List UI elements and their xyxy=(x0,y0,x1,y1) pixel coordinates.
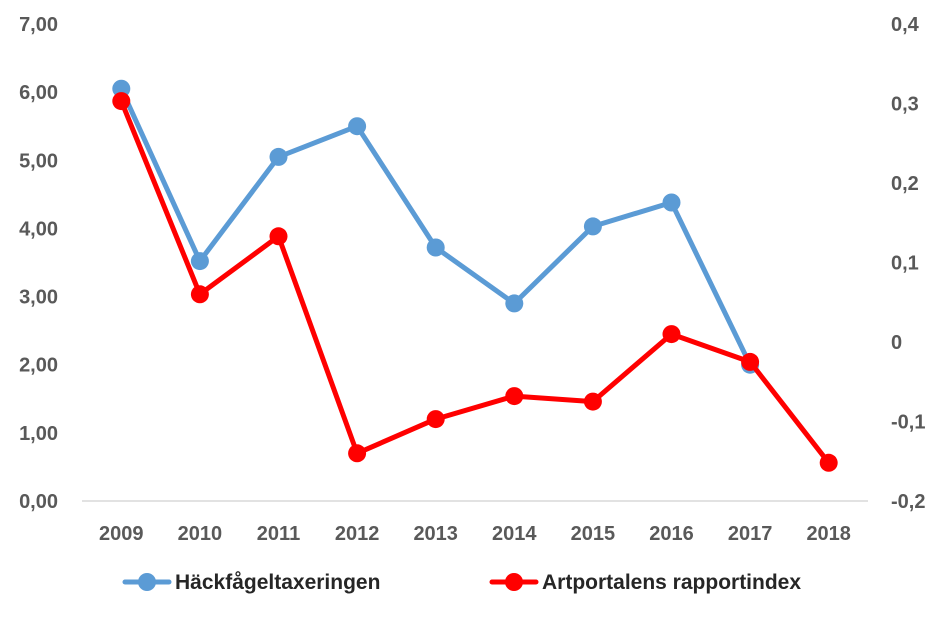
x-tick-label: 2017 xyxy=(728,523,773,545)
series-line-2 xyxy=(118,98,832,466)
series-2-point xyxy=(583,392,602,411)
series-2-point xyxy=(741,352,760,371)
left-tick-label: 7,00 xyxy=(19,14,58,36)
series-line-1 xyxy=(118,86,753,368)
series-2-point xyxy=(505,387,524,406)
right-tick-label: 0,2 xyxy=(891,173,919,195)
legend-label-1: Häckfågeltaxeringen xyxy=(175,571,380,594)
series-2-point xyxy=(190,285,209,304)
series-1-point xyxy=(426,238,445,257)
left-tick-label: 6,00 xyxy=(19,82,58,104)
x-axis-ticks: 2009 2010 2011 2012 2013 2014 2015 2016 2017 2018 xyxy=(99,523,851,545)
x-tick-label: 2012 xyxy=(335,523,380,545)
series-1-point xyxy=(505,294,524,313)
right-axis-ticks: -0,2 -0,1 0 0,1 0,2 0,3 0,4 xyxy=(891,14,925,513)
series-2-point xyxy=(269,227,288,246)
left-tick-label: 5,00 xyxy=(19,150,58,172)
right-tick-label: 0,1 xyxy=(891,253,919,275)
x-tick-label: 2015 xyxy=(571,523,616,545)
x-tick-label: 2018 xyxy=(806,523,851,545)
right-tick-label: 0,4 xyxy=(891,14,920,36)
x-tick-label: 2010 xyxy=(178,523,223,545)
series-layer xyxy=(112,79,838,472)
series-2-point xyxy=(426,410,445,429)
x-tick-label: 2016 xyxy=(649,523,694,545)
left-tick-label: 1,00 xyxy=(19,423,58,445)
series-2-point xyxy=(112,92,131,111)
x-tick-label: 2013 xyxy=(413,523,458,545)
left-tick-label: 0,00 xyxy=(19,491,58,513)
series-1-point xyxy=(269,147,288,166)
series-1-point xyxy=(583,217,602,236)
series-2-point xyxy=(819,453,838,472)
legend-marker-2 xyxy=(505,573,523,591)
series-1-point xyxy=(190,252,209,271)
series-1-point xyxy=(348,117,367,136)
series-2-point xyxy=(348,444,367,463)
x-tick-label: 2014 xyxy=(492,523,537,545)
right-tick-label: 0,3 xyxy=(891,94,919,116)
x-tick-label: 2011 xyxy=(257,523,300,545)
series-2-point xyxy=(662,325,681,344)
legend-label-2: Artportalens rapportindex xyxy=(542,571,801,594)
left-axis-ticks: 0,00 1,00 2,00 3,00 4,00 5,00 6,00 7,00 xyxy=(19,14,58,513)
right-tick-label: -0,2 xyxy=(891,491,925,513)
right-tick-label: -0,1 xyxy=(891,412,925,434)
left-tick-label: 3,00 xyxy=(19,287,58,309)
left-tick-label: 4,00 xyxy=(19,218,58,240)
series-1-point xyxy=(662,193,681,212)
series-1-point xyxy=(112,79,131,98)
left-tick-label: 2,00 xyxy=(19,355,58,377)
x-tick-label: 2009 xyxy=(99,523,144,545)
legend-marker-1 xyxy=(138,573,156,591)
legend: Häckfågeltaxeringen Artportalens rapporti… xyxy=(122,571,801,594)
right-tick-label: 0 xyxy=(891,332,902,354)
